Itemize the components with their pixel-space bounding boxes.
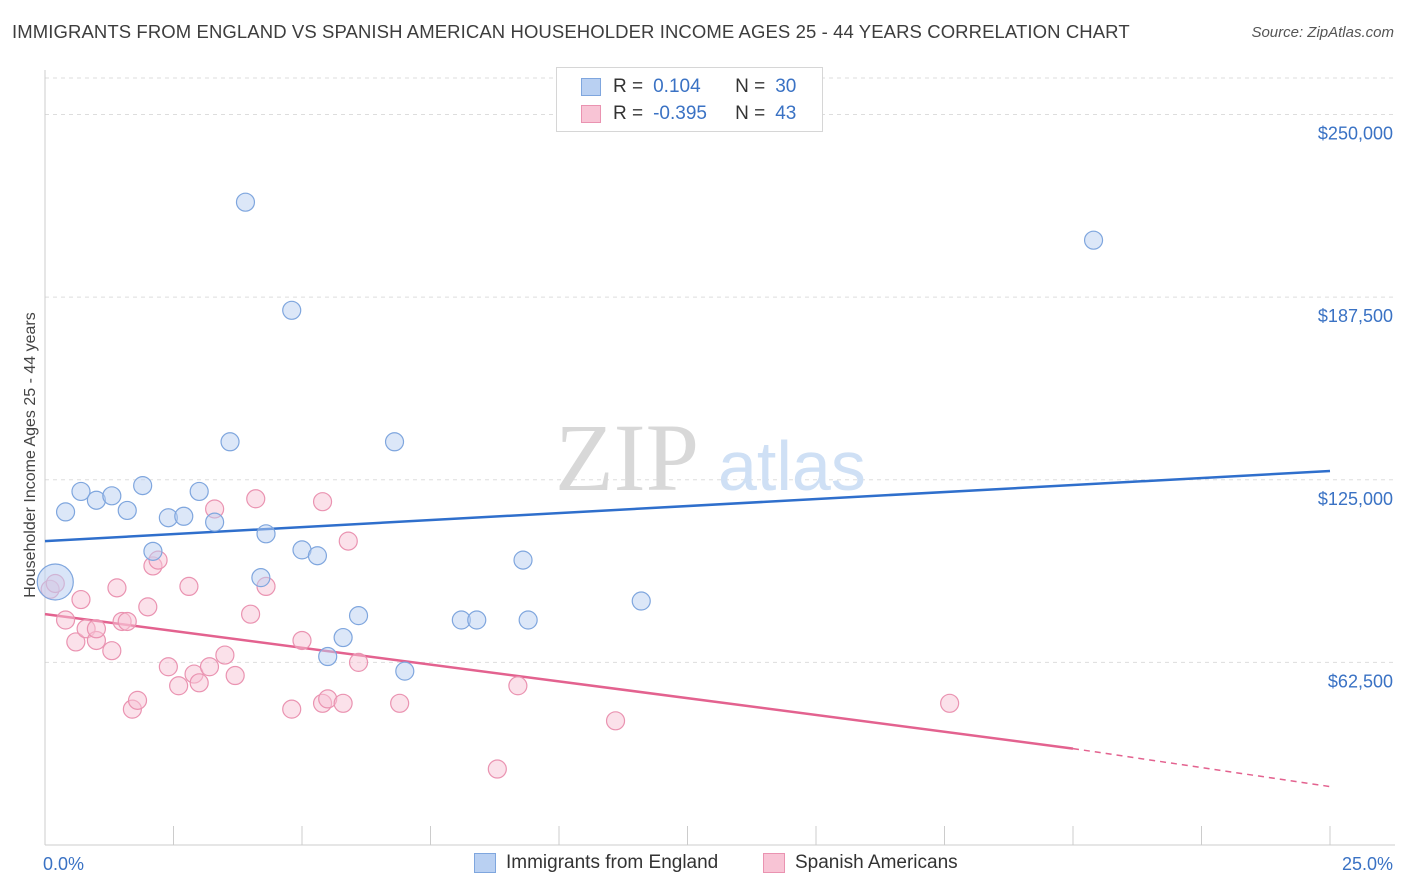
data-point-spanish <box>508 676 528 696</box>
legend-n-label: N = <box>735 103 766 124</box>
legend-r-value-england: 0.104 <box>653 76 701 97</box>
data-point-england <box>1083 230 1104 250</box>
tick-labels: $62,500 $125,000 $187,500 $250,000 0.0% 25.0% <box>43 124 1393 874</box>
data-point-spanish <box>169 676 189 696</box>
x-tick-label-max: 25.0% <box>1342 854 1393 874</box>
trend-line-spanish-extrapolated <box>1072 747 1331 788</box>
watermark-atlas: atlas <box>718 427 866 505</box>
data-point-england <box>235 192 256 212</box>
legend-row-spanish: R = -0.395 N = 43 <box>581 101 796 127</box>
data-point-england <box>256 524 276 544</box>
series-legend-spanish: Spanish Americans <box>763 852 958 874</box>
data-point-england <box>55 502 76 522</box>
data-point-england <box>174 506 194 526</box>
data-point-spanish <box>390 693 410 713</box>
x-tick-label-min: 0.0% <box>43 854 84 874</box>
series-legend-england: Immigrants from England <box>474 852 718 874</box>
data-point-spanish <box>179 576 199 597</box>
data-point-england <box>513 550 533 570</box>
data-point-spanish <box>292 630 312 651</box>
data-point-spanish <box>312 492 333 512</box>
data-point-england <box>143 541 163 561</box>
data-point-spanish <box>127 690 148 710</box>
data-point-england <box>518 610 538 630</box>
watermark-zip: ZIP <box>555 404 699 511</box>
data-point-spanish <box>487 759 507 779</box>
data-point-spanish <box>189 673 209 693</box>
data-point-england <box>133 476 153 496</box>
data-point-england <box>205 512 225 532</box>
data-point-spanish <box>199 657 220 677</box>
data-point-england <box>220 432 240 452</box>
data-point-spanish <box>348 652 369 672</box>
series-label-spanish: Spanish Americans <box>795 852 958 873</box>
gridlines <box>45 77 1395 663</box>
legend-swatch-england <box>581 78 601 96</box>
data-point-england <box>307 546 328 566</box>
legend-r-value-spanish: -0.395 <box>653 103 707 124</box>
legend-n-label: N = <box>735 76 766 97</box>
data-point-spanish <box>282 699 302 719</box>
data-point-spanish <box>158 657 178 677</box>
data-point-spanish <box>225 665 245 686</box>
data-point-england <box>189 481 209 502</box>
data-point-spanish <box>940 693 960 713</box>
data-point-spanish <box>138 597 158 617</box>
series-swatch-spanish <box>763 853 785 873</box>
legend-n-value-england: 30 <box>775 76 797 97</box>
y-tick-label: $125,000 <box>1318 489 1393 509</box>
data-points <box>36 192 1104 779</box>
legend: R = 0.104 N = 30 R = -0.395 N = 43 <box>556 67 823 132</box>
data-point-england <box>282 300 302 320</box>
data-point-england <box>318 646 338 667</box>
data-point-england <box>348 606 369 626</box>
data-point-england <box>395 661 415 681</box>
data-point-england <box>102 486 122 506</box>
data-point-spanish <box>71 589 91 610</box>
series-label-england: Immigrants from England <box>506 852 719 873</box>
chart-title: IMMIGRANTS FROM ENGLAND VS SPANISH AMERI… <box>12 21 1130 42</box>
data-point-england <box>36 563 74 601</box>
y-axis-label: Householder Income Ages 25 - 44 years <box>22 312 39 598</box>
data-point-spanish <box>605 711 626 731</box>
legend-n-value-spanish: 43 <box>775 103 797 124</box>
y-tick-label: $187,500 <box>1318 306 1393 326</box>
data-point-spanish <box>333 693 353 713</box>
data-point-spanish <box>338 531 358 551</box>
legend-r-label: R = <box>613 76 644 97</box>
data-point-england <box>384 432 405 452</box>
legend-swatch-spanish <box>581 105 601 123</box>
data-point-spanish <box>107 578 127 598</box>
data-point-england <box>333 627 353 648</box>
series-legend: Immigrants from England Spanish American… <box>0 852 1406 878</box>
series-swatch-england <box>474 853 496 873</box>
trend-lines <box>44 469 1331 788</box>
data-point-spanish <box>102 641 122 661</box>
data-point-spanish <box>246 489 266 509</box>
legend-r-label: R = <box>613 103 644 124</box>
data-point-england <box>117 500 137 521</box>
data-point-england <box>71 481 91 502</box>
data-point-england <box>251 568 271 588</box>
axes <box>44 70 1395 846</box>
source-credit: Source: ZipAtlas.com <box>1251 24 1394 41</box>
y-tick-label: $62,500 <box>1328 671 1393 691</box>
data-point-spanish <box>241 604 261 624</box>
data-point-spanish <box>55 610 76 630</box>
legend-row-england: R = 0.104 N = 30 <box>581 74 796 100</box>
data-point-spanish <box>86 619 107 639</box>
data-point-spanish <box>66 632 86 652</box>
y-tick-label: $250,000 <box>1318 124 1393 144</box>
data-point-spanish <box>117 611 137 632</box>
data-point-spanish <box>215 645 235 665</box>
data-point-england <box>631 591 651 611</box>
trend-line-spanish <box>44 612 1074 750</box>
data-point-england <box>467 610 487 630</box>
